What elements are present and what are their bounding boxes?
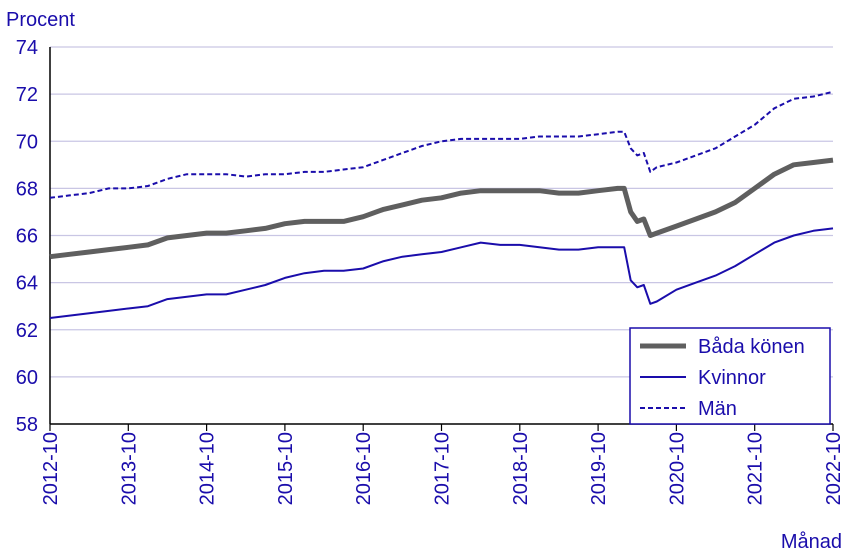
x-tick-label: 2016-10 (353, 432, 375, 505)
y-axis-title: Procent (6, 9, 75, 31)
series-line-1 (49, 227, 834, 319)
x-tick-label: 2014-10 (197, 432, 219, 505)
legend-label: Män (698, 398, 737, 420)
x-tick-label: 2020-10 (666, 432, 688, 505)
x-axis-title: Månad (781, 531, 842, 553)
x-tick-label: 2019-10 (588, 432, 610, 505)
y-tick-label: 74 (16, 37, 38, 59)
x-tick-label: 2022-10 (823, 432, 845, 505)
y-tick-label: 60 (16, 367, 38, 389)
x-axis: 2012-10 2013-10 2014-10 2015-10 2016-10 2017-… (40, 423, 845, 505)
series-line-0 (49, 157, 834, 260)
legend-label: Båda könen (698, 336, 805, 358)
x-tick-label: 2017-10 (432, 432, 454, 505)
y-tick-label: 62 (16, 320, 38, 342)
y-tick-label: 72 (16, 84, 38, 106)
y-tick-label: 64 (16, 273, 38, 295)
x-tick-label: 2015-10 (275, 432, 297, 505)
x-tick-label: 2012-10 (40, 432, 62, 505)
legend: Båda könen Kvinnor Män (629, 327, 831, 425)
x-tick-label: 2018-10 (510, 432, 532, 505)
y-tick-label: 68 (16, 178, 38, 200)
y-tick-label: 58 (16, 414, 38, 436)
x-tick-label: 2021-10 (745, 432, 767, 505)
y-tick-label: 66 (16, 226, 38, 248)
legend-label: Kvinnor (698, 367, 766, 389)
y-tick-label: 70 (16, 131, 38, 153)
y-axis: 58 60 62 64 66 68 70 72 74 (16, 37, 51, 436)
series-lines (49, 90, 834, 319)
x-tick-label: 2013-10 (118, 432, 140, 505)
series-line-2 (49, 90, 834, 199)
